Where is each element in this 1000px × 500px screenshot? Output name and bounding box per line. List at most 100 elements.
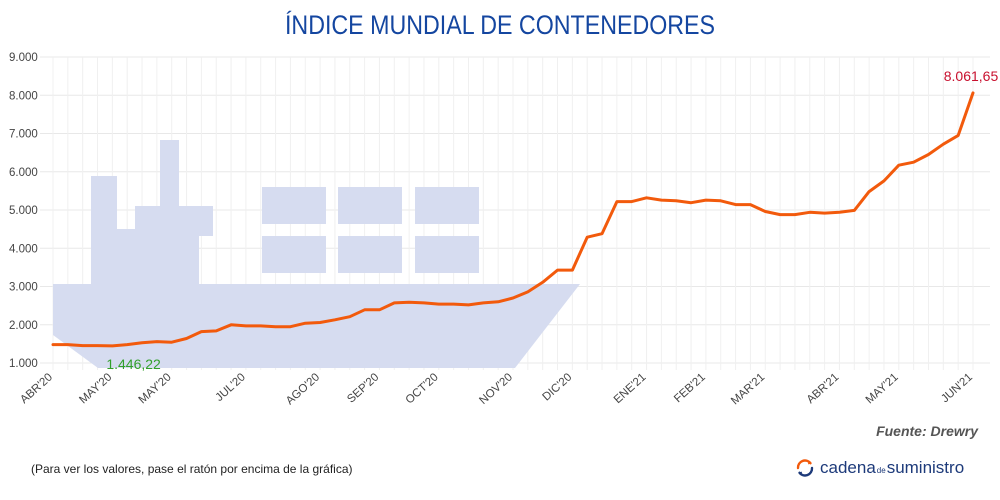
data-point[interactable]: [760, 207, 770, 217]
container-top: [262, 187, 326, 224]
min-value-label: 1.446,22: [106, 356, 161, 372]
data-point[interactable]: [567, 265, 577, 275]
x-tick-label: FEB'21: [672, 371, 708, 405]
ship-tower-step: [117, 229, 135, 286]
ship-rear-tip: [199, 206, 213, 236]
data-point[interactable]: [285, 322, 295, 332]
ship-illustration: [53, 140, 580, 368]
data-point[interactable]: [790, 210, 800, 220]
data-point[interactable]: [63, 340, 73, 350]
data-point[interactable]: [271, 322, 281, 332]
data-point[interactable]: [597, 229, 607, 239]
data-point[interactable]: [656, 195, 666, 205]
data-point[interactable]: [582, 232, 592, 242]
data-point[interactable]: [434, 299, 444, 309]
x-tick-label: DIC'20: [540, 371, 574, 403]
data-point[interactable]: [701, 195, 711, 205]
data-point[interactable]: [968, 88, 978, 98]
refresh-cycle-icon: [796, 459, 814, 477]
data-point[interactable]: [389, 298, 399, 308]
brand-logo[interactable]: cadena de suministro: [795, 456, 964, 480]
data-point[interactable]: [879, 176, 889, 186]
chart-title: ÍNDICE MUNDIAL DE CONTENEDORES: [284, 10, 716, 40]
x-axis: ABR'20 MAY'20 MAY'20 JUL'20 AGO'20 SEP'20 OCT'…: [18, 371, 975, 407]
data-point[interactable]: [834, 207, 844, 217]
x-tick-label: MAY'20: [77, 371, 114, 406]
data-point[interactable]: [78, 341, 88, 351]
data-point[interactable]: [419, 298, 429, 308]
data-point[interactable]: [360, 305, 370, 315]
data-point[interactable]: [523, 287, 533, 297]
data-point[interactable]: [478, 298, 488, 308]
data-point[interactable]: [686, 198, 696, 208]
x-tick-label: ENE'21: [612, 371, 649, 406]
x-tick-label: JUL'20: [214, 371, 248, 404]
data-point[interactable]: [196, 327, 206, 337]
data-point[interactable]: [167, 337, 177, 347]
data-point[interactable]: [612, 197, 622, 207]
x-tick-label: OCT'20: [404, 371, 441, 406]
x-tick-label: MAY'21: [864, 371, 901, 406]
x-tick-label: AGO'20: [284, 371, 322, 407]
brand-text-cadena: cadena: [820, 458, 876, 477]
y-tick-label: 4.000: [9, 243, 38, 255]
data-point[interactable]: [137, 338, 147, 348]
ship-bridge: [135, 206, 160, 286]
data-point[interactable]: [211, 326, 221, 336]
data-point[interactable]: [671, 196, 681, 206]
data-point[interactable]: [182, 334, 192, 344]
data-point[interactable]: [553, 265, 563, 275]
brand-text-suministro: suministro: [886, 458, 965, 477]
x-tick-label: SEP'20: [345, 371, 381, 405]
x-tick-label: JUN'21: [939, 371, 975, 405]
data-point[interactable]: [938, 139, 948, 149]
data-point[interactable]: [463, 300, 473, 310]
data-point[interactable]: [894, 160, 904, 170]
data-point[interactable]: [953, 130, 963, 140]
y-axis: 1.000 2.000 3.000 4.000 5.000 6.000 7.000 8.000…: [9, 52, 38, 370]
x-tick-label: NOV'20: [477, 371, 515, 407]
data-point[interactable]: [805, 207, 815, 217]
data-point[interactable]: [374, 305, 384, 315]
container-bottom: [262, 236, 326, 273]
ship-rear-block: [179, 206, 199, 286]
data-point[interactable]: [864, 187, 874, 197]
data-point[interactable]: [107, 341, 117, 351]
y-tick-label: 9.000: [9, 52, 38, 64]
data-point[interactable]: [731, 200, 741, 210]
data-point[interactable]: [820, 208, 830, 218]
data-point[interactable]: [256, 321, 266, 331]
data-point[interactable]: [909, 157, 919, 167]
x-tick-label: MAR'21: [729, 371, 767, 407]
max-value-label: 8.061,65: [944, 68, 999, 84]
series-line: [51, 91, 975, 348]
data-point[interactable]: [627, 197, 637, 207]
data-point[interactable]: [745, 200, 755, 210]
data-point[interactable]: [404, 297, 414, 307]
data-point[interactable]: [538, 277, 548, 287]
container-top: [338, 187, 402, 224]
data-point[interactable]: [315, 317, 325, 327]
data-point[interactable]: [923, 150, 933, 160]
data-point[interactable]: [300, 318, 310, 328]
data-point[interactable]: [122, 340, 132, 350]
data-point[interactable]: [716, 196, 726, 206]
data-point[interactable]: [330, 315, 340, 325]
hover-hint: (Para ver los valores, pase el ratón por…: [31, 462, 353, 476]
y-tick-label: 5.000: [9, 205, 38, 217]
data-point[interactable]: [93, 341, 103, 351]
data-point[interactable]: [493, 297, 503, 307]
data-point[interactable]: [226, 320, 236, 330]
data-point[interactable]: [345, 312, 355, 322]
data-point[interactable]: [449, 299, 459, 309]
data-point[interactable]: [642, 193, 652, 203]
data-point[interactable]: [775, 210, 785, 220]
y-tick-label: 1.000: [9, 358, 38, 370]
data-point[interactable]: [508, 293, 518, 303]
data-point[interactable]: [849, 205, 859, 215]
data-point[interactable]: [48, 340, 58, 350]
x-tick-label: ABR'21: [805, 371, 842, 406]
data-point[interactable]: [152, 337, 162, 347]
data-point[interactable]: [241, 321, 251, 331]
